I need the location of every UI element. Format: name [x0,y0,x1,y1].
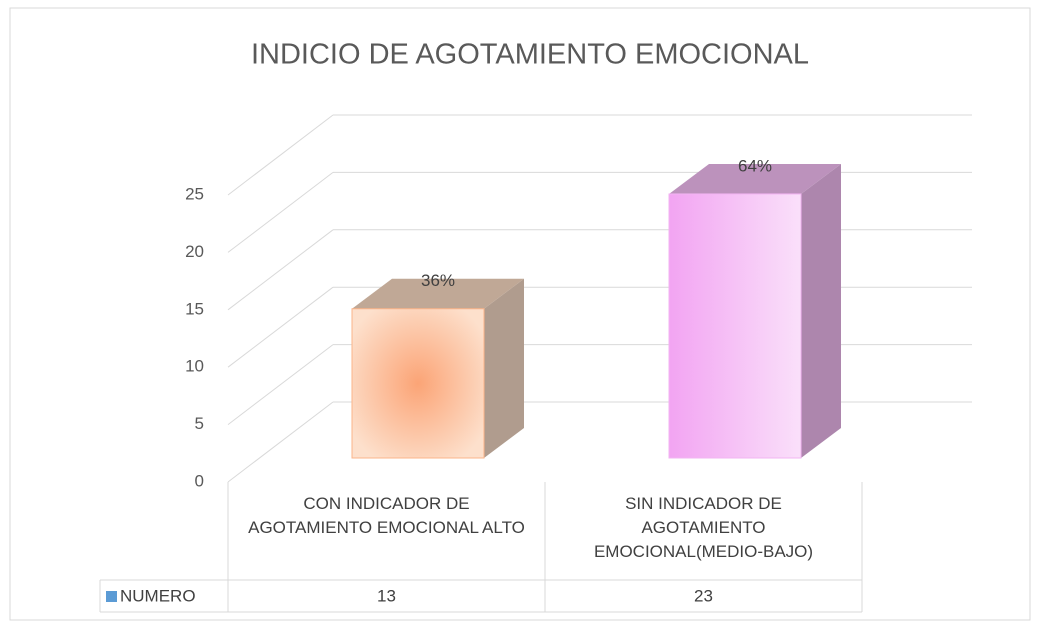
y-tick-label: 25 [185,184,204,203]
chart-title: INDICIO DE AGOTAMIENTO EMOCIONAL [251,39,809,71]
grid-side [227,286,334,368]
legend-label: NUMERO [120,586,196,605]
data-label: 64% [738,156,772,175]
bar [351,308,485,459]
grid-side [227,172,334,253]
y-tick-label: 20 [185,242,204,261]
data-label: 36% [421,271,455,290]
y-tick-label: 10 [185,357,204,376]
y-tick-label: 15 [185,299,204,318]
grid-side [227,401,334,483]
x-tick-label: CON INDICADOR DE AGOTAMIENTO EMOCIONAL A… [248,494,525,537]
grid-side [227,229,334,311]
bar-side [801,163,841,458]
bar-top [669,163,841,194]
grid-side [227,344,334,425]
bar [668,193,802,459]
x-tick-label: SIN INDICADOR DE AGOTAMIENTO EMOCIONAL(M… [593,494,814,561]
bar-top [352,278,524,309]
y-tick-label: 0 [195,471,204,490]
table-value: 23 [694,586,713,605]
y-tick-label: 5 [195,414,204,433]
bar-side [484,278,524,458]
legend-swatch [106,591,117,602]
table-value: 13 [377,586,396,605]
grid-side [227,114,334,196]
